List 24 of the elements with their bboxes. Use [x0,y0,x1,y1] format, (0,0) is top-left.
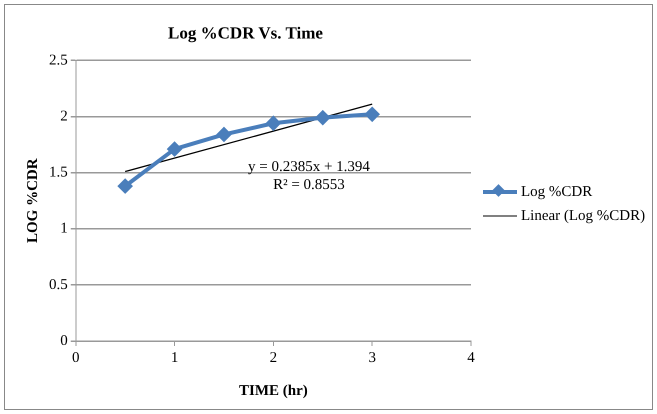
y-tick-label: 0 [60,332,68,349]
x-tick-label: 2 [270,350,278,366]
y-tick-label: 2 [60,108,68,124]
y-tick-label: 1 [60,220,68,237]
legend-label: Linear (Log %CDR) [521,208,646,224]
x-tick-label: 3 [368,350,376,366]
point [118,179,132,194]
y-axis-title: LOG %CDR [24,158,41,243]
y-tick-label: 2.5 [49,52,68,68]
annotation: R² = 0.8553 [273,176,345,193]
annotation: y = 0.2385x + 1.394 [248,158,370,175]
chart-title: Log %CDR Vs. Time [168,24,324,43]
legend-label: Log %CDR [521,184,592,200]
point [168,142,182,156]
x-tick-label: 1 [170,350,178,366]
x-tick-label: 0 [72,350,80,366]
point [216,127,231,142]
x-tick-label: 4 [467,350,476,366]
point [266,116,280,130]
x-axis-title: TIME (hr) [239,382,308,399]
point [316,110,330,125]
y-tick-label: 0.5 [49,276,68,293]
y-tick-label: 1.5 [49,164,68,181]
point [365,107,380,122]
